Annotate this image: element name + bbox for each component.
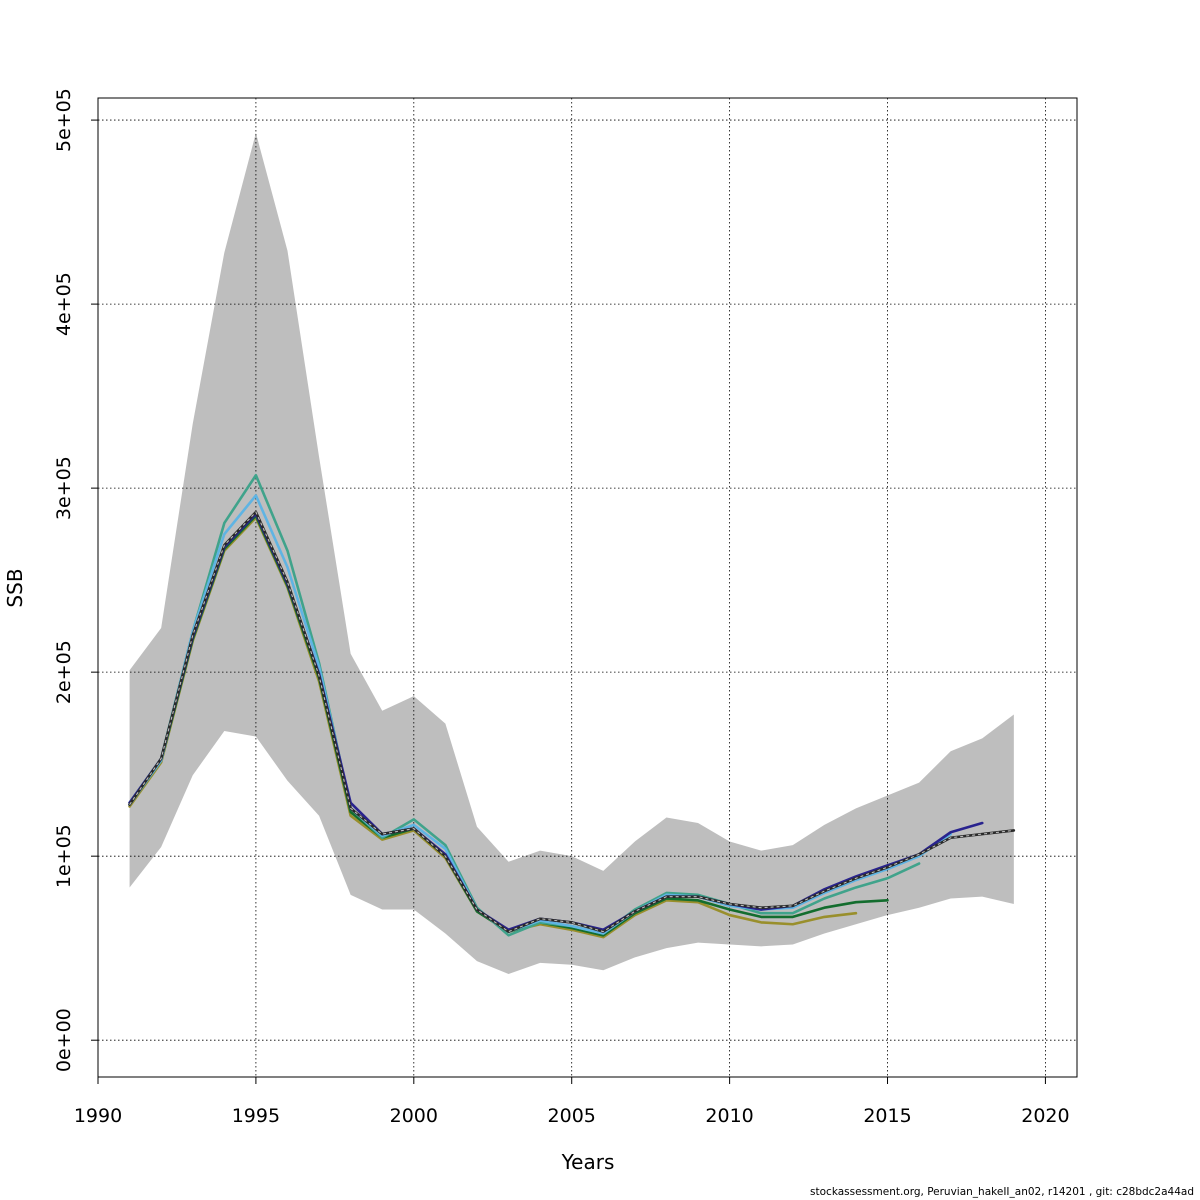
y-axis-title: SSB: [3, 568, 27, 607]
y-tick-label: 3e+05: [53, 456, 75, 520]
y-tick-label: 1e+05: [53, 824, 75, 888]
x-tick-label: 2005: [548, 1105, 596, 1127]
x-axis-title: Years: [561, 1150, 615, 1174]
series-line-final-dash: [129, 511, 1014, 933]
footer-credit: stockassessment.org, Peruvian_hakeII_an0…: [810, 1186, 1194, 1198]
x-tick-label: 1995: [232, 1105, 280, 1127]
confidence-band: [129, 132, 1014, 974]
y-tick-label: 5e+05: [53, 88, 75, 152]
y-tick-label: 2e+05: [53, 640, 75, 704]
x-tick-label: 2010: [705, 1105, 753, 1127]
series-line-peel-3: [128, 473, 921, 937]
x-tick-label: 2000: [390, 1105, 438, 1127]
x-tick-label: 2015: [863, 1105, 911, 1127]
series-line-peel-2: [128, 494, 952, 935]
x-tick-label: 2020: [1021, 1105, 1069, 1127]
y-tick-label: 4e+05: [53, 272, 75, 336]
y-tick-label: 0e+00: [53, 1008, 75, 1072]
x-tick-label: 1990: [74, 1105, 122, 1127]
